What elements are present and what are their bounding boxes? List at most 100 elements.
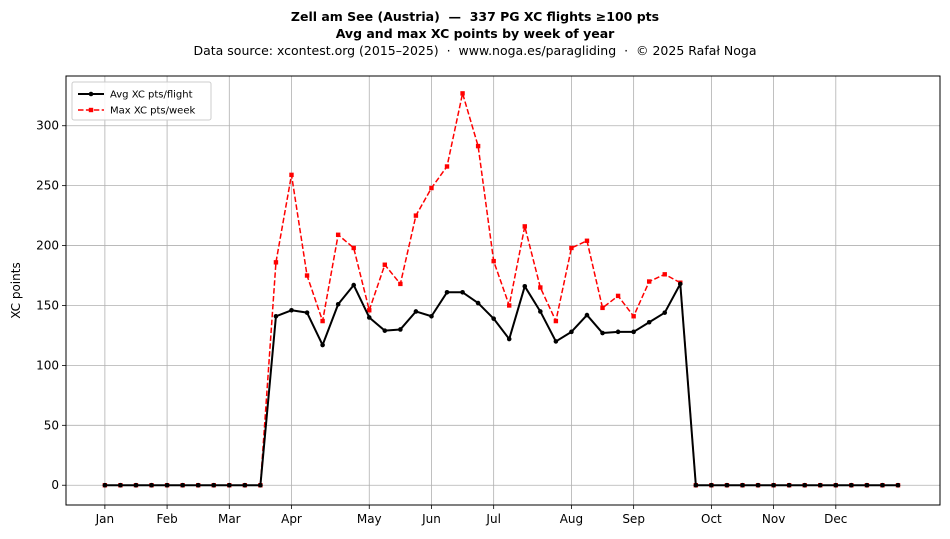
data-point-avg: [600, 330, 605, 336]
y-axis-label: XC points: [9, 262, 23, 318]
x-tick-label: Aug: [560, 512, 583, 526]
data-point-avg: [133, 482, 139, 488]
data-point-avg: [258, 482, 263, 488]
y-tick-label: 300: [36, 119, 59, 133]
data-point-avg: [677, 281, 683, 287]
data-point-avg: [662, 310, 668, 315]
data-point-avg: [786, 482, 792, 488]
data-point-max: [569, 245, 574, 251]
data-point-avg: [475, 300, 481, 306]
data-point-avg: [849, 482, 854, 488]
series-area: [102, 91, 901, 488]
data-point-avg: [522, 284, 528, 289]
data-point-avg: [382, 328, 388, 333]
data-point-max: [413, 213, 419, 218]
data-point-avg: [771, 482, 776, 488]
data-point-avg: [646, 319, 652, 325]
y-tick-label: 0: [51, 478, 59, 492]
axis-ticks: Jan Feb Mar Apr May Jun Jul Aug Sep Oct Nov Dec 0 50 1…: [36, 119, 847, 526]
y-tick-label: 200: [36, 239, 59, 253]
data-point-avg: [538, 309, 543, 314]
x-tick-label: Sep: [622, 512, 645, 526]
data-point-avg: [709, 482, 714, 488]
data-point-avg: [180, 482, 185, 488]
legend-marker-max: [88, 107, 94, 113]
data-point-avg: [366, 315, 372, 320]
data-point-max: [429, 185, 434, 191]
data-point-avg: [569, 329, 574, 335]
data-point-avg: [553, 339, 559, 344]
data-point-avg: [429, 313, 434, 319]
chart-subtitle: Data source: xcontest.org (2015–2025) · …: [193, 43, 757, 58]
data-point-avg: [864, 482, 870, 488]
legend-label-avg: Avg XC pts/flight: [110, 90, 193, 101]
data-point-avg: [817, 482, 823, 488]
y-tick-label: 150: [36, 298, 59, 312]
data-point-avg: [242, 482, 248, 488]
data-point-max: [522, 224, 527, 229]
data-point-avg: [506, 336, 512, 342]
data-point-max: [507, 303, 512, 308]
data-point-max: [398, 281, 403, 287]
grid: [66, 76, 940, 505]
data-point-max: [491, 258, 496, 264]
data-point-max: [273, 260, 279, 265]
chart-title-second-line: Avg and max XC points by week of year: [335, 26, 615, 41]
data-point-max: [646, 279, 652, 284]
data-point-max: [600, 305, 605, 311]
legend-box: [71, 81, 212, 121]
y-tick-label: 250: [36, 179, 59, 193]
series-line-avg: [104, 282, 899, 487]
legend: Avg XC pts/flight Max XC pts/week: [71, 81, 212, 121]
data-point-avg: [398, 327, 403, 332]
plot-frame: [65, 75, 941, 506]
data-point-avg: [724, 482, 730, 488]
x-tick-label: Dec: [824, 512, 847, 526]
data-point-avg: [444, 289, 450, 295]
data-point-avg: [351, 282, 357, 288]
data-point-avg: [164, 482, 170, 488]
x-tick-label: Mar: [218, 512, 241, 526]
data-point-avg: [615, 329, 621, 335]
data-point-max: [335, 232, 341, 237]
data-point-avg: [895, 482, 901, 488]
data-point-avg: [880, 482, 885, 488]
data-point-max: [631, 314, 636, 319]
data-point-avg: [584, 312, 590, 318]
data-point-max: [382, 262, 388, 267]
chart-title-block: Zell am See (Austria) — 337 PG XC flight…: [0, 8, 950, 59]
x-tick-label: May: [357, 512, 382, 526]
data-point-max: [444, 164, 450, 169]
data-point-max: [367, 308, 372, 313]
data-point-max: [615, 293, 621, 299]
series-line-max: [104, 92, 899, 486]
x-tick-label: Jan: [95, 512, 115, 526]
data-point-avg: [211, 482, 217, 488]
data-point-avg: [273, 313, 279, 319]
data-point-avg: [195, 482, 201, 488]
data-point-avg: [631, 329, 636, 335]
x-tick-label: Oct: [701, 512, 722, 526]
data-point-avg: [149, 482, 154, 488]
x-tick-label: Nov: [762, 512, 785, 526]
chart-title: Zell am See (Austria) — 337 PG XC flight…: [290, 9, 660, 24]
data-point-avg: [693, 482, 699, 488]
y-tick-label: 100: [36, 358, 59, 372]
data-point-max: [460, 91, 465, 96]
data-point-avg: [460, 289, 465, 295]
y-tick-label: 50: [44, 418, 59, 432]
data-point-avg: [491, 316, 496, 321]
legend-marker-avg: [88, 91, 94, 97]
x-tick-label: Feb: [156, 512, 177, 526]
x-tick-label: Apr: [281, 512, 302, 526]
data-point-max: [475, 143, 481, 149]
data-point-max: [538, 285, 543, 290]
x-tick-label: Jul: [485, 512, 500, 526]
data-point-avg: [833, 482, 839, 488]
data-point-avg: [320, 342, 325, 348]
data-point-avg: [802, 482, 808, 488]
data-point-max: [584, 238, 590, 243]
data-point-max: [662, 272, 667, 277]
data-point-max: [320, 318, 325, 324]
